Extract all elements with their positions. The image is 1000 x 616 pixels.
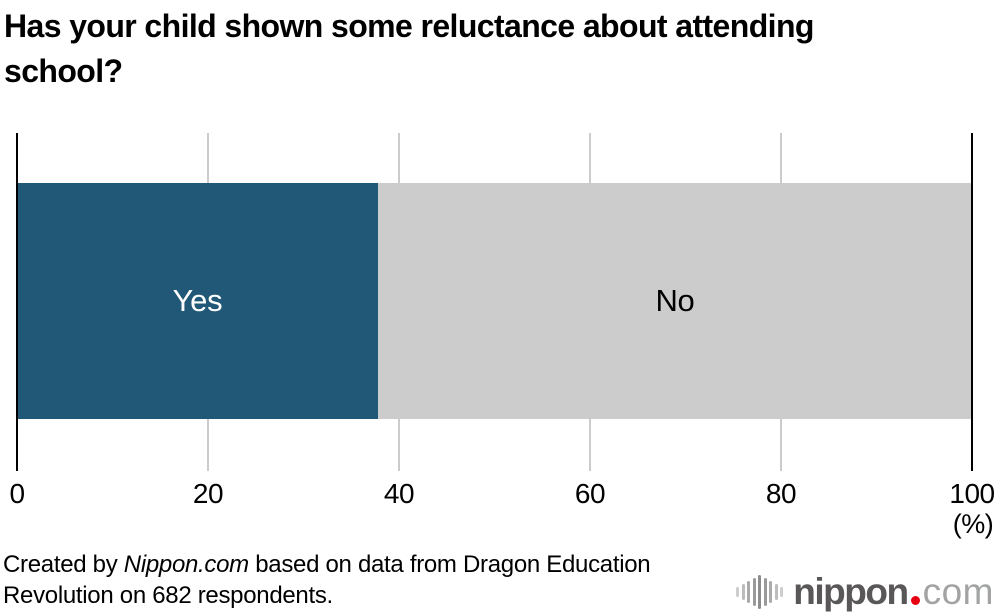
- logo-word-nippon: nippon: [793, 570, 909, 612]
- tick-label-0: 0: [9, 478, 25, 509]
- tick-label-60: 60: [574, 478, 606, 509]
- gridline-100: [971, 133, 973, 471]
- axis-unit-label: (%): [952, 509, 994, 539]
- footer-credit-prefix: Created by: [3, 551, 124, 578]
- logo-red-dot-icon: [910, 596, 920, 606]
- footer-credit-suffix: based on data from Dragon Education Revo…: [3, 551, 651, 609]
- nippon-logo-text: nippon com: [793, 570, 994, 612]
- tick-label-20: 20: [192, 478, 224, 509]
- tick-label-80: 80: [765, 478, 797, 509]
- bar-segment-no: No: [377, 183, 972, 419]
- footer-credit-source: Nippon.com: [123, 551, 249, 578]
- tick-label-40: 40: [383, 478, 415, 509]
- tick-label-100: 100: [949, 478, 995, 509]
- gridline-0: [16, 133, 18, 471]
- chart-title: Has your child shown some reluctance abo…: [4, 8, 814, 89]
- nippon-logo: nippon com: [736, 570, 994, 612]
- soundwave-icon: [736, 574, 784, 610]
- stacked-bar: Yes No: [17, 183, 972, 419]
- bar-segment-yes: Yes: [17, 183, 378, 419]
- bar-segment-label: Yes: [172, 283, 223, 318]
- logo-word-com: com: [922, 570, 994, 612]
- bar-segment-label: No: [655, 283, 695, 318]
- footer-credit: Created by Nippon.com based on data from…: [3, 549, 713, 611]
